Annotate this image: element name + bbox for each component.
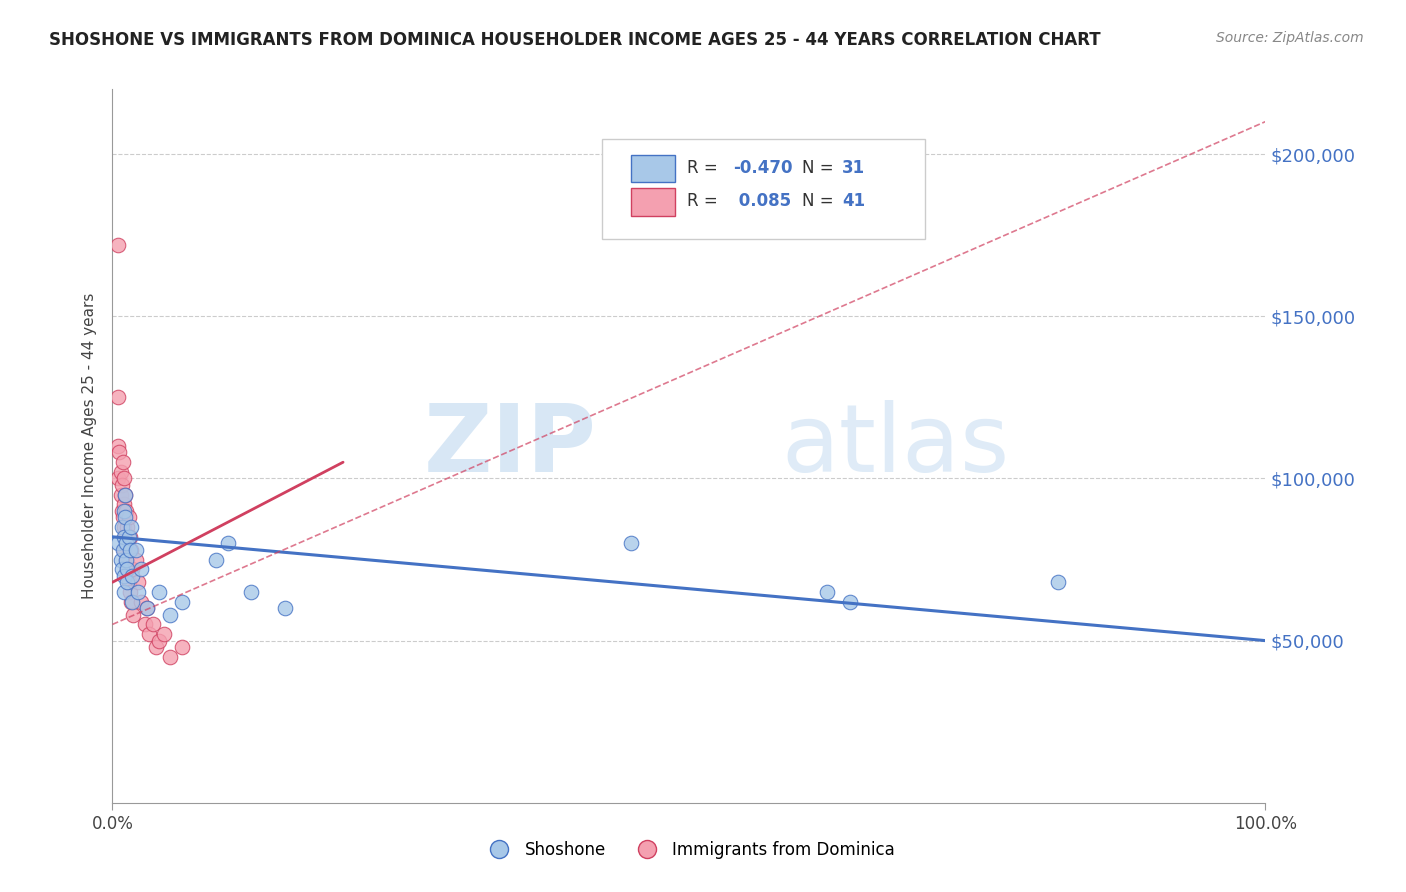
Text: R =: R = [686, 159, 723, 177]
Point [120, 520, 142, 534]
Point [117, 520, 139, 534]
Point [136, 601, 159, 615]
Point [127, 575, 149, 590]
Point [121, 568, 143, 582]
Point [142, 617, 165, 632]
Point [112, 471, 135, 485]
Point [117, 575, 139, 590]
Point [159, 607, 181, 622]
Point [112, 504, 135, 518]
Point [115, 552, 138, 566]
Legend: Shoshone, Immigrants from Dominica: Shoshone, Immigrants from Dominica [477, 835, 901, 866]
Point [115, 552, 138, 566]
Text: R =: R = [686, 193, 723, 211]
Point [110, 488, 132, 502]
Point [205, 552, 228, 566]
Point [112, 497, 135, 511]
Point [112, 542, 135, 557]
Point [153, 627, 176, 641]
Point [129, 562, 153, 576]
Point [145, 640, 167, 654]
Point [170, 640, 193, 654]
Text: 41: 41 [842, 193, 866, 211]
Point [120, 595, 142, 609]
Point [114, 488, 136, 502]
FancyBboxPatch shape [631, 155, 675, 182]
Point [121, 595, 143, 609]
Point [117, 562, 139, 576]
Point [117, 510, 139, 524]
Point [815, 585, 838, 599]
Point [111, 542, 134, 557]
Point [118, 530, 141, 544]
Point [112, 568, 135, 582]
Point [111, 520, 134, 534]
Point [112, 585, 135, 599]
Point [121, 562, 143, 576]
Point [120, 542, 142, 557]
Point [124, 542, 146, 557]
Point [118, 585, 141, 599]
Point [136, 601, 159, 615]
Point [117, 575, 139, 590]
Text: -0.470: -0.470 [733, 159, 792, 177]
Point [127, 585, 149, 599]
Point [107, 536, 129, 550]
Point [117, 530, 139, 544]
Point [110, 552, 132, 566]
Point [118, 542, 141, 557]
Text: ZIP: ZIP [423, 400, 596, 492]
Point [170, 595, 193, 609]
Text: Source: ZipAtlas.com: Source: ZipAtlas.com [1216, 31, 1364, 45]
Point [107, 439, 129, 453]
Point [217, 536, 239, 550]
Point [112, 520, 135, 534]
Point [112, 530, 135, 544]
Point [114, 530, 136, 544]
Point [111, 510, 134, 524]
Point [107, 238, 129, 252]
Point [111, 455, 134, 469]
Point [124, 552, 146, 566]
FancyBboxPatch shape [631, 188, 675, 216]
Point [839, 595, 862, 609]
Point [134, 617, 156, 632]
Point [114, 510, 136, 524]
Point [1046, 575, 1069, 590]
Point [114, 488, 136, 502]
Text: N =: N = [801, 159, 839, 177]
Point [122, 607, 145, 622]
Point [274, 601, 297, 615]
Point [111, 562, 134, 576]
Text: SHOSHONE VS IMMIGRANTS FROM DOMINICA HOUSEHOLDER INCOME AGES 25 - 44 YEARS CORRE: SHOSHONE VS IMMIGRANTS FROM DOMINICA HOU… [49, 31, 1101, 49]
Point [107, 390, 129, 404]
Y-axis label: Householder Income Ages 25 - 44 years: Householder Income Ages 25 - 44 years [82, 293, 97, 599]
Point [115, 504, 138, 518]
Point [117, 562, 139, 576]
Point [111, 504, 134, 518]
Point [620, 536, 643, 550]
Point [148, 633, 170, 648]
Point [129, 595, 153, 609]
Point [111, 478, 134, 492]
Point [115, 536, 138, 550]
Point [110, 465, 132, 479]
FancyBboxPatch shape [603, 139, 925, 239]
Point [107, 471, 129, 485]
Text: N =: N = [801, 193, 839, 211]
Point [148, 585, 170, 599]
Point [108, 445, 131, 459]
Point [239, 585, 262, 599]
Text: 31: 31 [842, 159, 866, 177]
Point [138, 627, 160, 641]
Text: 0.085: 0.085 [733, 193, 792, 211]
Text: atlas: atlas [782, 400, 1010, 492]
Point [159, 649, 181, 664]
